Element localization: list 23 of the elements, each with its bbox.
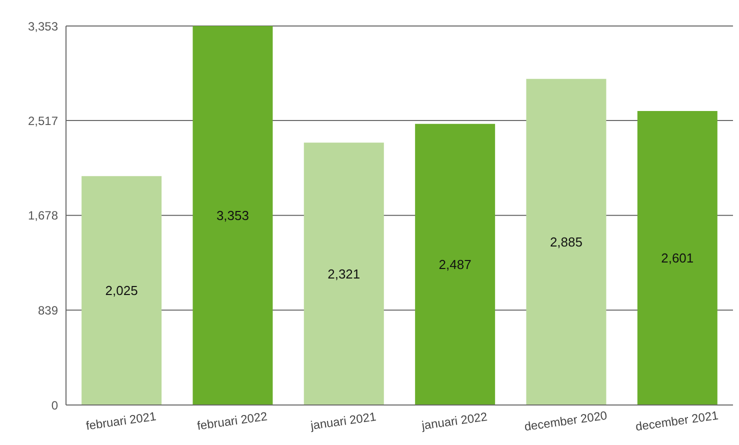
bar xyxy=(637,111,718,405)
data-label: 2,321 xyxy=(328,266,360,282)
bar xyxy=(526,78,606,405)
data-label: 3,353 xyxy=(216,208,250,224)
y-tick-label: 3,353 xyxy=(28,19,58,34)
bar xyxy=(82,176,162,405)
x-tick-label: februari 2022 xyxy=(196,409,269,433)
x-tick-label: februari 2021 xyxy=(85,409,158,433)
y-tick-label: 839 xyxy=(38,303,58,318)
x-tick-label: januari 2021 xyxy=(308,409,378,433)
bar xyxy=(192,26,273,405)
data-label: 2,025 xyxy=(105,283,138,298)
y-tick-label: 2,517 xyxy=(28,114,58,128)
bar xyxy=(415,124,496,405)
x-tick-label: januari 2022 xyxy=(420,409,489,433)
y-tick-label: 0 xyxy=(51,398,58,412)
data-label: 2,601 xyxy=(661,250,694,266)
data-label: 2,885 xyxy=(550,234,583,250)
data-label: 2,487 xyxy=(438,257,472,272)
x-tick-label: december 2020 xyxy=(523,408,608,434)
y-tick-label: 1,678 xyxy=(28,208,58,223)
x-tick-label: december 2021 xyxy=(634,408,720,434)
bar xyxy=(304,142,384,405)
